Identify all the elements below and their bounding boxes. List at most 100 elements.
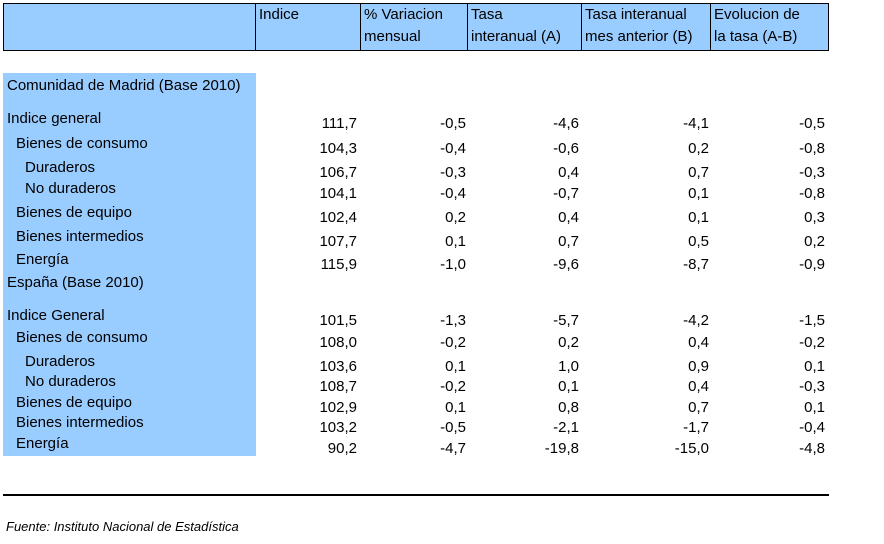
row-label: Duraderos <box>25 353 96 370</box>
source-note: Fuente: Instituto Nacional de Estadístic… <box>6 519 239 534</box>
table-cell: 90,2 <box>327 440 357 457</box>
table-cell: 0,2 <box>445 209 466 226</box>
row-label: Bienes de equipo <box>16 394 132 411</box>
table-cell: 0,1 <box>558 378 579 395</box>
table-cell: -8,7 <box>683 256 709 273</box>
table-cell: 101,5 <box>319 312 357 329</box>
table-cell: -0,8 <box>799 140 825 157</box>
table-cell: -0,2 <box>440 334 466 351</box>
table-cell: -0,6 <box>553 140 579 157</box>
table-cell: 108,0 <box>319 334 357 351</box>
header-divider <box>710 3 711 51</box>
table-cell: 106,7 <box>319 164 357 181</box>
table-cell: 0,7 <box>688 164 709 181</box>
table-cell: -0,8 <box>799 185 825 202</box>
header-tasa-mes-anterior: Tasa interanual mes anterior (B) <box>585 6 693 45</box>
table-cell: -0,3 <box>799 378 825 395</box>
row-label: Energía <box>16 435 69 452</box>
table-cell: -4,7 <box>440 440 466 457</box>
row-label: Indice General <box>7 307 105 324</box>
table-cell: -2,1 <box>553 419 579 436</box>
table-cell: 0,1 <box>688 185 709 202</box>
table-cell: -0,7 <box>553 185 579 202</box>
table-cell: 0,1 <box>688 209 709 226</box>
table-cell: -5,7 <box>553 312 579 329</box>
table-cell: 0,4 <box>688 334 709 351</box>
table-cell: -1,5 <box>799 312 825 329</box>
table-cell: -0,9 <box>799 256 825 273</box>
header-variacion-mensual: % Variacion mensual <box>364 6 443 45</box>
table-header <box>3 3 829 51</box>
table-cell: 1,0 <box>558 358 579 375</box>
table-cell: 102,4 <box>319 209 357 226</box>
table-cell: -4,2 <box>683 312 709 329</box>
table-cell: -0,5 <box>799 115 825 132</box>
table-cell: 104,1 <box>319 185 357 202</box>
table-cell: 115,9 <box>320 256 357 273</box>
table-cell: -9,6 <box>553 256 579 273</box>
row-label: Bienes intermedios <box>16 228 144 245</box>
row-label: Duraderos <box>25 159 96 176</box>
table-cell: 0,9 <box>688 358 709 375</box>
table-cell: 0,3 <box>804 209 825 226</box>
table-cell: -0,3 <box>799 164 825 181</box>
table-cell: 0,1 <box>445 233 466 250</box>
header-indice: Indice <box>259 6 300 23</box>
table-cell: 0,1 <box>445 358 466 375</box>
table-cell: -0,3 <box>440 164 466 181</box>
table-cell: 102,9 <box>319 399 357 416</box>
table-cell: 104,3 <box>319 140 357 157</box>
table-cell: 0,1 <box>445 399 466 416</box>
row-label: Bienes de consumo <box>16 135 148 152</box>
table-cell: 0,1 <box>804 399 825 416</box>
table-cell: 0,7 <box>558 233 579 250</box>
section-title-espana: España (Base 2010) <box>7 274 144 291</box>
table-cell: -0,4 <box>440 140 466 157</box>
section-title-madrid: Comunidad de Madrid (Base 2010) <box>7 77 241 94</box>
header-tasa-interanual: Tasa interanual (A) <box>471 6 562 45</box>
table-cell: 0,7 <box>688 399 709 416</box>
row-label: Indice general <box>7 110 102 127</box>
label-column <box>3 73 256 456</box>
table-cell: -0,5 <box>440 419 466 436</box>
table-cell: 0,2 <box>804 233 825 250</box>
header-divider <box>255 3 256 51</box>
table-cell: 0,2 <box>558 334 579 351</box>
table-cell: -4,8 <box>799 440 825 457</box>
table-cell: 103,2 <box>319 419 357 436</box>
table-cell: 0,4 <box>558 209 579 226</box>
header-divider <box>581 3 582 51</box>
header-divider <box>360 3 361 51</box>
table-cell: 0,8 <box>558 399 579 416</box>
row-label: Bienes intermedios <box>16 414 144 431</box>
table-cell: -0,2 <box>799 334 825 351</box>
table-cell: -19,8 <box>544 440 579 457</box>
table-cell: -0,2 <box>440 378 466 395</box>
table-cell: -1,0 <box>440 256 466 273</box>
header-evolucion-tasa: Evolucion de la tasa (A-B) <box>714 6 800 45</box>
table-cell: 0,4 <box>558 164 579 181</box>
header-divider <box>467 3 468 51</box>
row-label: No duraderos <box>25 373 116 390</box>
table-cell: -1,7 <box>683 419 709 436</box>
table-cell: -15,0 <box>674 440 709 457</box>
row-label: Bienes de equipo <box>16 204 132 221</box>
table-cell: 103,6 <box>319 358 357 375</box>
table-cell: -4,1 <box>683 115 709 132</box>
table-cell: -1,3 <box>440 312 466 329</box>
table-cell: 107,7 <box>319 233 357 250</box>
row-label: Energía <box>16 251 69 268</box>
table-cell: 0,2 <box>688 140 709 157</box>
table-cell: -0,5 <box>440 115 466 132</box>
footer-rule <box>3 494 829 496</box>
row-label: Bienes de consumo <box>16 329 148 346</box>
table-cell: -0,4 <box>799 419 825 436</box>
table-cell: -4,6 <box>553 115 579 132</box>
table-cell: 111,7 <box>321 115 357 132</box>
row-label: No duraderos <box>25 180 116 197</box>
table-cell: 0,1 <box>804 358 825 375</box>
table-cell: 108,7 <box>319 378 357 395</box>
table-cell: -0,4 <box>440 185 466 202</box>
table-cell: 0,4 <box>688 378 709 395</box>
table-cell: 0,5 <box>688 233 709 250</box>
